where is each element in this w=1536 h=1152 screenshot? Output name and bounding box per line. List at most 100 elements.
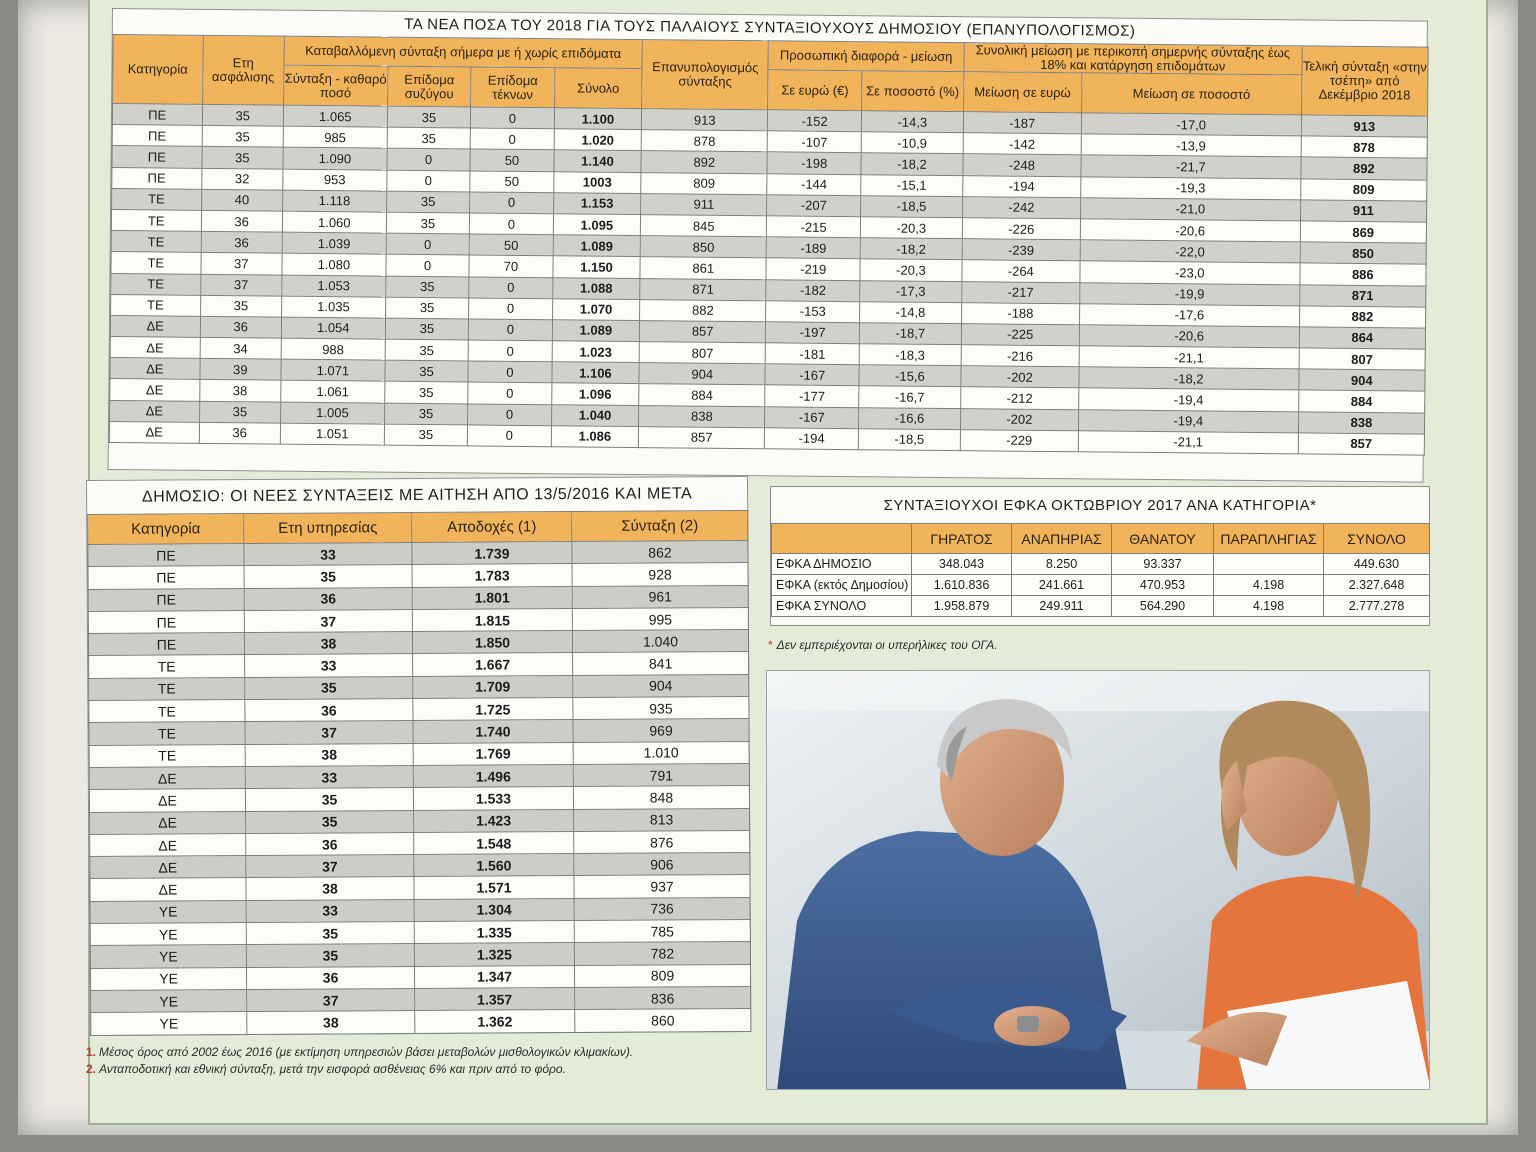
table-cell: 1.958.879 xyxy=(911,595,1012,617)
table-cell: 1.325 xyxy=(414,942,575,967)
table-cell: 1.150 xyxy=(552,256,641,279)
table-cell: ΔΕ xyxy=(89,833,246,857)
table-cell: 1.080 xyxy=(281,253,386,276)
footnote-1: 1. Μέσος όρος από 2002 έως 2016 (με εκτίμ… xyxy=(86,1045,634,1059)
table-cell: 2.327.648 xyxy=(1323,574,1430,596)
table-cell: 1.089 xyxy=(552,234,641,257)
table-cell: -225 xyxy=(961,323,1080,346)
table-cell: ΔΕ xyxy=(89,877,247,902)
table-cell: ΠΕ xyxy=(87,543,245,567)
table-cell: 1.548 xyxy=(413,831,574,855)
table-cell: 35 xyxy=(385,275,470,298)
table-cell: -10,9 xyxy=(861,131,964,155)
table-cell: ΤΕ xyxy=(111,209,202,232)
table-cell: 50 xyxy=(469,170,554,193)
table-cell: 1.039 xyxy=(282,232,387,255)
table-cell: -197 xyxy=(765,321,860,344)
header-children: Επίδομα τέκνων xyxy=(470,66,555,108)
table-row: ΕΦΚΑ ΔΗΜΟΣΙΟ 348.043 8.250 93.337 449.630 xyxy=(771,553,1430,575)
table-cell: -22,0 xyxy=(1079,239,1300,264)
table-cell: -248 xyxy=(962,154,1081,177)
table-cell: 906 xyxy=(573,852,750,876)
table-cell: 935 xyxy=(572,696,749,720)
table-cell: 0 xyxy=(385,254,470,277)
header-final: Τελική σύνταξη «στην τσέπη» από Δεκέμβρι… xyxy=(1301,45,1429,117)
table-cell: 36 xyxy=(200,210,283,233)
recalculated-pensions-grid: Κατηγορία Ετη ασφάλισης Καταβαλλόμενη σύ… xyxy=(109,34,1429,456)
table-cell: 241.661 xyxy=(1011,574,1112,596)
efka-title: ΣΥΝΤΑΞΙΟΥΧΟΙ ΕΦΚΑ ΟΚΤΩΒΡΙΟΥ 2017 ΑΝΑ ΚΑΤ… xyxy=(883,497,1317,514)
header-pension: Σύνταξη (2) xyxy=(571,510,748,542)
table-cell: 985 xyxy=(283,126,388,149)
table-cell: -194 xyxy=(962,175,1081,198)
table-cell: -189 xyxy=(766,236,861,260)
table-row: ΕΦΚΑ (εκτός Δημοσίου) 1.610.836 241.661 470… xyxy=(771,574,1430,596)
table-cell: 35 xyxy=(245,787,414,812)
table-cell: ΤΕ xyxy=(88,677,245,701)
table-cell: ΤΕ xyxy=(89,744,246,768)
table-cell: 564.290 xyxy=(1111,595,1214,617)
table-cell: 904 xyxy=(1298,369,1426,392)
table-cell: 1.054 xyxy=(281,317,386,340)
table-cell: 35 xyxy=(384,339,469,362)
table-cell: 93.337 xyxy=(1111,553,1214,575)
table-cell: 1.095 xyxy=(552,213,641,236)
header-spouse: Επίδομα συζύγου xyxy=(387,66,472,107)
table-cell: 348.043 xyxy=(911,553,1012,575)
table-cell: 969 xyxy=(572,718,750,743)
table-cell: 871 xyxy=(1299,284,1426,307)
table-cell: -21,0 xyxy=(1080,197,1301,221)
table-cell: ΠΕ xyxy=(111,145,202,168)
table-cell: 50 xyxy=(469,234,553,257)
table-cell: 35 xyxy=(385,318,469,341)
footnote-2: 2. Ανταποδοτική και εθνική σύνταξη, μετά … xyxy=(86,1062,566,1076)
table-cell: ΥΕ xyxy=(90,900,247,924)
table-cell: 913 xyxy=(641,108,768,131)
table-cell: 1.106 xyxy=(551,361,640,385)
new-pensions-grid: Κατηγορία Ετη υπηρεσίας Αποδοχές (1) Σύν… xyxy=(87,510,751,1036)
table-cell: 1.051 xyxy=(280,422,385,446)
table-cell: ΔΕ xyxy=(89,855,246,879)
header-total-group: Συνολική μείωση με περικοπή σημερνής σύν… xyxy=(963,42,1302,75)
table-cell: 1.304 xyxy=(414,898,575,922)
table-cell: 70 xyxy=(469,255,553,278)
table-cell: -187 xyxy=(963,111,1082,134)
table-cell: -16,6 xyxy=(858,407,961,430)
table-cell: -18,3 xyxy=(859,343,962,366)
header-death: ΘΑΝΑΤΟΥ xyxy=(1111,523,1214,554)
table-cell: -18,2 xyxy=(860,153,963,176)
table-cell: ΔΕ xyxy=(89,811,246,835)
table-cell: 35 xyxy=(200,295,282,318)
table-cell: -107 xyxy=(767,130,862,154)
table-cell: 878 xyxy=(641,129,768,153)
table-cell: ΕΦΚΑ (εκτός Δημοσίου) xyxy=(771,574,912,596)
table-cell: -20,6 xyxy=(1080,218,1301,243)
table-cell: 0 xyxy=(467,382,552,405)
efka-table: ΣΥΝΤΑΞΙΟΥΧΟΙ ΕΦΚΑ ΟΚΤΩΒΡΙΟΥ 2017 ΑΝΑ ΚΑΤ… xyxy=(770,486,1430,626)
table-cell: 857 xyxy=(639,320,766,343)
table-cell: 0 xyxy=(468,361,552,384)
table-cell: 1.709 xyxy=(412,675,573,699)
table-cell: 809 xyxy=(574,964,751,988)
table-cell: 36 xyxy=(244,698,413,722)
table-cell: 0 xyxy=(470,128,555,151)
table-cell: -207 xyxy=(766,194,861,217)
table-cell: ΤΕ xyxy=(88,721,246,746)
table-cell: -15,1 xyxy=(860,174,963,197)
table-cell: 928 xyxy=(572,562,749,587)
header-category: Κατηγορία xyxy=(112,34,203,105)
table-cell: ΠΕ xyxy=(88,565,245,590)
table-cell: 860 xyxy=(574,1008,751,1033)
table-cell: 1.090 xyxy=(282,147,387,170)
table-cell: -239 xyxy=(961,238,1081,262)
table-cell: 38 xyxy=(246,1010,415,1035)
table-cell: ΔΕ xyxy=(109,357,200,380)
couple-reviewing-documents-photo xyxy=(766,670,1430,1090)
table-cell: 35 xyxy=(384,423,468,446)
table-cell: 37 xyxy=(200,273,282,296)
table-cell: -216 xyxy=(960,344,1080,368)
header-disability: ΑΝΑΠΗΡΙΑΣ xyxy=(1011,523,1112,554)
table-cell: 249.911 xyxy=(1011,595,1112,617)
table-cell: 35 xyxy=(199,400,281,423)
table-cell: 913 xyxy=(1301,114,1428,138)
